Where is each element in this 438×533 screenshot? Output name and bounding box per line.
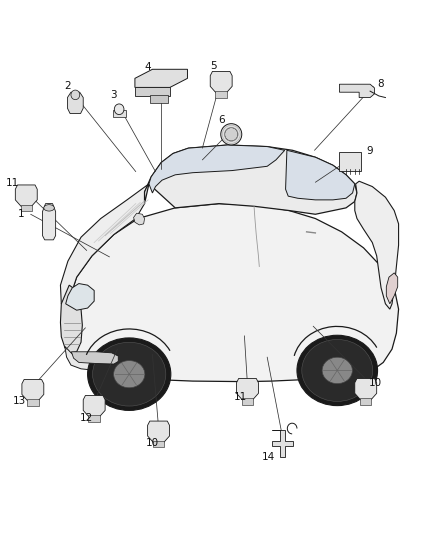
Text: 10: 10 — [146, 439, 159, 448]
Text: 8: 8 — [378, 79, 385, 89]
Ellipse shape — [44, 205, 54, 211]
Text: 13: 13 — [13, 396, 26, 406]
Polygon shape — [148, 421, 170, 442]
Text: 14: 14 — [261, 453, 275, 462]
FancyBboxPatch shape — [21, 205, 32, 211]
Ellipse shape — [221, 124, 242, 145]
FancyBboxPatch shape — [339, 152, 361, 171]
Polygon shape — [272, 430, 293, 457]
Polygon shape — [60, 285, 82, 353]
FancyBboxPatch shape — [88, 415, 100, 422]
Polygon shape — [135, 87, 170, 96]
Text: 5: 5 — [210, 61, 217, 71]
FancyBboxPatch shape — [150, 95, 168, 103]
Polygon shape — [15, 185, 37, 206]
Polygon shape — [355, 378, 377, 400]
Polygon shape — [64, 204, 399, 382]
Ellipse shape — [114, 104, 124, 115]
Polygon shape — [60, 184, 149, 304]
Polygon shape — [42, 204, 56, 240]
Text: 12: 12 — [80, 414, 93, 423]
Polygon shape — [71, 352, 118, 364]
Ellipse shape — [322, 357, 352, 384]
Polygon shape — [339, 84, 374, 98]
Polygon shape — [145, 145, 357, 214]
Polygon shape — [65, 346, 129, 371]
Text: 1: 1 — [18, 209, 25, 219]
Polygon shape — [135, 69, 187, 87]
Polygon shape — [149, 145, 285, 193]
Ellipse shape — [225, 127, 238, 141]
Polygon shape — [83, 395, 105, 417]
FancyBboxPatch shape — [27, 399, 39, 406]
Text: 3: 3 — [110, 90, 117, 100]
FancyBboxPatch shape — [242, 398, 253, 405]
FancyBboxPatch shape — [360, 398, 371, 405]
Ellipse shape — [71, 90, 80, 100]
Polygon shape — [134, 213, 145, 225]
Ellipse shape — [88, 338, 171, 410]
Polygon shape — [113, 110, 126, 117]
Ellipse shape — [92, 342, 166, 406]
Polygon shape — [22, 379, 44, 401]
Polygon shape — [286, 150, 355, 200]
Polygon shape — [237, 378, 258, 400]
Text: 10: 10 — [369, 378, 382, 387]
Text: 4: 4 — [145, 62, 152, 71]
Text: 9: 9 — [367, 147, 374, 156]
Polygon shape — [355, 181, 399, 309]
Ellipse shape — [302, 340, 373, 401]
Text: 2: 2 — [64, 82, 71, 91]
FancyBboxPatch shape — [153, 441, 164, 447]
Polygon shape — [67, 92, 83, 114]
Polygon shape — [66, 284, 94, 310]
Ellipse shape — [113, 360, 145, 388]
Polygon shape — [386, 273, 398, 304]
FancyBboxPatch shape — [215, 91, 227, 98]
Text: 6: 6 — [218, 115, 225, 125]
Ellipse shape — [297, 335, 378, 406]
Text: 11: 11 — [233, 392, 247, 402]
Polygon shape — [210, 71, 232, 93]
Text: 11: 11 — [6, 178, 19, 188]
